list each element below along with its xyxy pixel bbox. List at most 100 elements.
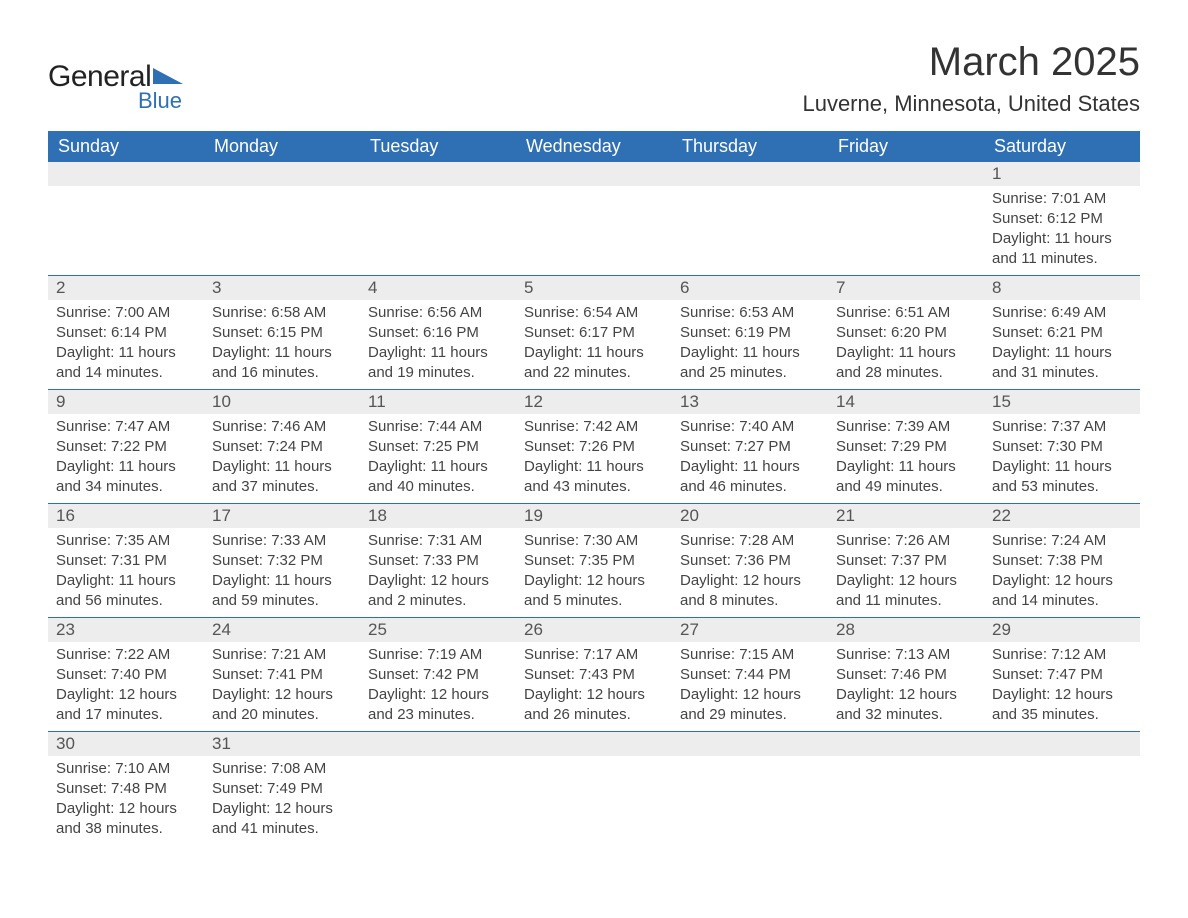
day-sunset: Sunset: 7:44 PM: [680, 665, 820, 685]
day-details: Sunrise: 6:54 AMSunset: 6:17 PMDaylight:…: [516, 300, 672, 389]
logo-text-blue: Blue: [138, 88, 183, 114]
calendar-day-cell: 15Sunrise: 7:37 AMSunset: 7:30 PMDayligh…: [984, 390, 1140, 504]
calendar-day-cell: [672, 162, 828, 276]
day-details: Sunrise: 6:58 AMSunset: 6:15 PMDaylight:…: [204, 300, 360, 389]
calendar-table: Sunday Monday Tuesday Wednesday Thursday…: [48, 131, 1140, 845]
calendar-day-cell: 20Sunrise: 7:28 AMSunset: 7:36 PMDayligh…: [672, 504, 828, 618]
calendar-day-cell: [360, 732, 516, 846]
day-daylight_b: and 53 minutes.: [992, 477, 1132, 497]
day-daylight_a: Daylight: 12 hours: [56, 799, 196, 819]
calendar-day-cell: 14Sunrise: 7:39 AMSunset: 7:29 PMDayligh…: [828, 390, 984, 504]
calendar-day-cell: 29Sunrise: 7:12 AMSunset: 7:47 PMDayligh…: [984, 618, 1140, 732]
day-sunrise: Sunrise: 7:31 AM: [368, 531, 508, 551]
day-number: [984, 732, 1140, 756]
day-number: 15: [984, 390, 1140, 414]
day-details: Sunrise: 7:19 AMSunset: 7:42 PMDaylight:…: [360, 642, 516, 731]
location-subtitle: Luverne, Minnesota, United States: [802, 91, 1140, 117]
calendar-day-cell: 12Sunrise: 7:42 AMSunset: 7:26 PMDayligh…: [516, 390, 672, 504]
day-daylight_a: Daylight: 11 hours: [56, 457, 196, 477]
calendar-week-row: 30Sunrise: 7:10 AMSunset: 7:48 PMDayligh…: [48, 732, 1140, 846]
calendar-day-cell: 6Sunrise: 6:53 AMSunset: 6:19 PMDaylight…: [672, 276, 828, 390]
dayheader-friday: Friday: [828, 131, 984, 162]
day-number: 5: [516, 276, 672, 300]
calendar-week-row: 2Sunrise: 7:00 AMSunset: 6:14 PMDaylight…: [48, 276, 1140, 390]
day-details: Sunrise: 7:00 AMSunset: 6:14 PMDaylight:…: [48, 300, 204, 389]
day-sunrise: Sunrise: 7:39 AM: [836, 417, 976, 437]
day-number: 27: [672, 618, 828, 642]
day-daylight_a: Daylight: 11 hours: [524, 343, 664, 363]
calendar-week-row: 9Sunrise: 7:47 AMSunset: 7:22 PMDaylight…: [48, 390, 1140, 504]
calendar-body: 1Sunrise: 7:01 AMSunset: 6:12 PMDaylight…: [48, 162, 1140, 845]
dayheader-wednesday: Wednesday: [516, 131, 672, 162]
calendar-day-cell: [204, 162, 360, 276]
day-number: [672, 732, 828, 756]
day-sunrise: Sunrise: 7:22 AM: [56, 645, 196, 665]
day-details: Sunrise: 7:33 AMSunset: 7:32 PMDaylight:…: [204, 528, 360, 617]
day-daylight_b: and 32 minutes.: [836, 705, 976, 725]
calendar-day-cell: [516, 162, 672, 276]
day-sunrise: Sunrise: 7:35 AM: [56, 531, 196, 551]
calendar-day-cell: 27Sunrise: 7:15 AMSunset: 7:44 PMDayligh…: [672, 618, 828, 732]
day-sunset: Sunset: 7:48 PM: [56, 779, 196, 799]
day-number: 17: [204, 504, 360, 528]
day-sunrise: Sunrise: 6:58 AM: [212, 303, 352, 323]
day-daylight_a: Daylight: 11 hours: [836, 457, 976, 477]
calendar-day-cell: 10Sunrise: 7:46 AMSunset: 7:24 PMDayligh…: [204, 390, 360, 504]
logo: General Blue: [48, 60, 183, 114]
day-number: 21: [828, 504, 984, 528]
day-daylight_a: Daylight: 12 hours: [680, 571, 820, 591]
day-sunrise: Sunrise: 6:54 AM: [524, 303, 664, 323]
day-details: Sunrise: 7:01 AMSunset: 6:12 PMDaylight:…: [984, 186, 1140, 275]
day-daylight_a: Daylight: 11 hours: [992, 343, 1132, 363]
dayheader-saturday: Saturday: [984, 131, 1140, 162]
day-sunrise: Sunrise: 7:30 AM: [524, 531, 664, 551]
day-daylight_a: Daylight: 12 hours: [212, 685, 352, 705]
day-sunset: Sunset: 6:21 PM: [992, 323, 1132, 343]
day-daylight_b: and 40 minutes.: [368, 477, 508, 497]
day-details: Sunrise: 7:35 AMSunset: 7:31 PMDaylight:…: [48, 528, 204, 617]
calendar-week-row: 16Sunrise: 7:35 AMSunset: 7:31 PMDayligh…: [48, 504, 1140, 618]
day-daylight_b: and 59 minutes.: [212, 591, 352, 611]
day-daylight_b: and 11 minutes.: [992, 249, 1132, 269]
day-daylight_b: and 14 minutes.: [56, 363, 196, 383]
dayheader-sunday: Sunday: [48, 131, 204, 162]
calendar-day-cell: 8 Sunrise: 6:49 AMSunset: 6:21 PMDaylight…: [984, 276, 1140, 390]
day-sunset: Sunset: 7:42 PM: [368, 665, 508, 685]
calendar-day-cell: 18Sunrise: 7:31 AMSunset: 7:33 PMDayligh…: [360, 504, 516, 618]
day-sunset: Sunset: 7:46 PM: [836, 665, 976, 685]
day-sunset: Sunset: 6:17 PM: [524, 323, 664, 343]
calendar-day-cell: 23Sunrise: 7:22 AMSunset: 7:40 PMDayligh…: [48, 618, 204, 732]
day-number: 19: [516, 504, 672, 528]
day-number: 6: [672, 276, 828, 300]
day-daylight_a: Daylight: 12 hours: [992, 685, 1132, 705]
title-block: March 2025 Luverne, Minnesota, United St…: [802, 40, 1140, 117]
day-sunset: Sunset: 7:32 PM: [212, 551, 352, 571]
calendar-day-cell: 24Sunrise: 7:21 AMSunset: 7:41 PMDayligh…: [204, 618, 360, 732]
day-daylight_b: and 17 minutes.: [56, 705, 196, 725]
day-details: Sunrise: 7:44 AMSunset: 7:25 PMDaylight:…: [360, 414, 516, 503]
day-sunrise: Sunrise: 7:12 AM: [992, 645, 1132, 665]
day-daylight_b: and 8 minutes.: [680, 591, 820, 611]
day-daylight_a: Daylight: 12 hours: [524, 571, 664, 591]
day-number: [360, 732, 516, 756]
calendar-day-cell: 2Sunrise: 7:00 AMSunset: 6:14 PMDaylight…: [48, 276, 204, 390]
day-details: Sunrise: 7:24 AMSunset: 7:38 PMDaylight:…: [984, 528, 1140, 617]
day-details: Sunrise: 7:21 AMSunset: 7:41 PMDaylight:…: [204, 642, 360, 731]
day-details: Sunrise: 7:26 AMSunset: 7:37 PMDaylight:…: [828, 528, 984, 617]
day-daylight_b: and 37 minutes.: [212, 477, 352, 497]
logo-text-general: General: [48, 60, 151, 94]
calendar-day-cell: [360, 162, 516, 276]
day-daylight_b: and 16 minutes.: [212, 363, 352, 383]
day-number: 11: [360, 390, 516, 414]
page-title: March 2025: [802, 40, 1140, 85]
calendar-day-cell: 19Sunrise: 7:30 AMSunset: 7:35 PMDayligh…: [516, 504, 672, 618]
day-number: 9: [48, 390, 204, 414]
day-daylight_a: Daylight: 11 hours: [368, 343, 508, 363]
day-sunrise: Sunrise: 6:49 AM: [992, 303, 1132, 323]
day-sunset: Sunset: 7:47 PM: [992, 665, 1132, 685]
day-number: 8: [984, 276, 1140, 300]
day-daylight_a: Daylight: 11 hours: [992, 229, 1132, 249]
day-details: Sunrise: 7:47 AMSunset: 7:22 PMDaylight:…: [48, 414, 204, 503]
day-daylight_b: and 22 minutes.: [524, 363, 664, 383]
day-number: 18: [360, 504, 516, 528]
